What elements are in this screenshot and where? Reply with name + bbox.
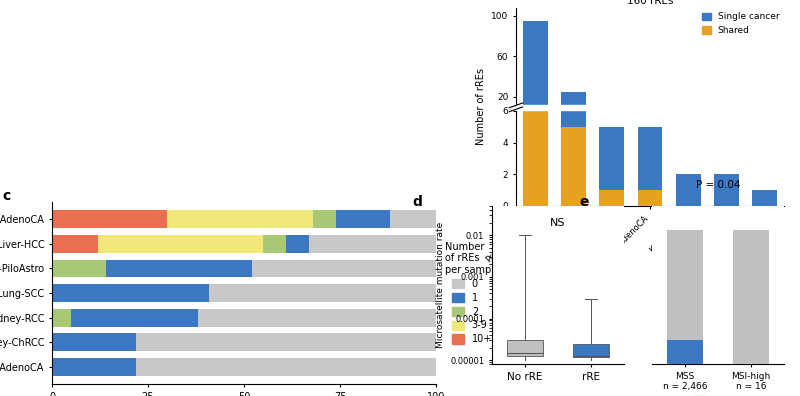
Bar xyxy=(106,259,252,277)
Text: d: d xyxy=(413,195,422,209)
Bar xyxy=(561,127,586,206)
Bar xyxy=(507,341,543,356)
Bar xyxy=(210,284,436,302)
Bar xyxy=(52,235,98,253)
Bar xyxy=(71,309,198,327)
Text: e: e xyxy=(579,195,589,209)
Text: c: c xyxy=(2,189,10,203)
Bar xyxy=(252,259,436,277)
Bar xyxy=(52,210,167,228)
Bar xyxy=(167,210,313,228)
Text: P = 0.04: P = 0.04 xyxy=(696,180,740,190)
Bar xyxy=(390,210,436,228)
Legend: 0, 1, 2, 3-9, 10+: 0, 1, 2, 3-9, 10+ xyxy=(445,242,500,345)
Bar xyxy=(313,210,336,228)
Bar xyxy=(638,190,662,206)
Title: Catalogue
rREs
160 rREs: Catalogue rREs 160 rREs xyxy=(623,0,677,6)
Bar xyxy=(599,190,624,206)
Bar xyxy=(310,235,436,253)
Bar xyxy=(52,309,71,327)
Y-axis label: Microsatellite mutation rate: Microsatellite mutation rate xyxy=(436,222,445,348)
Bar xyxy=(198,309,436,327)
Legend: No rRE, rRE: No rRE, rRE xyxy=(691,392,745,396)
Bar xyxy=(638,127,662,206)
Bar xyxy=(522,21,547,206)
Y-axis label: Number of rREs: Number of rREs xyxy=(475,69,486,145)
Bar xyxy=(573,344,609,357)
Bar xyxy=(522,111,547,206)
Bar xyxy=(137,358,436,376)
Bar xyxy=(263,235,286,253)
Bar xyxy=(52,259,106,277)
Bar xyxy=(753,190,778,206)
Bar xyxy=(98,235,263,253)
Bar xyxy=(137,333,436,351)
Text: NS: NS xyxy=(550,218,566,228)
Legend: Single cancer, Shared: Single cancer, Shared xyxy=(702,12,779,35)
Bar xyxy=(676,174,701,206)
Bar xyxy=(52,284,210,302)
Bar xyxy=(52,333,137,351)
Bar xyxy=(52,358,137,376)
Bar xyxy=(599,127,624,206)
Bar xyxy=(733,230,769,364)
Bar xyxy=(714,174,739,206)
Bar xyxy=(667,230,703,364)
Bar xyxy=(336,210,390,228)
Bar xyxy=(516,105,784,110)
Bar xyxy=(286,235,310,253)
Bar xyxy=(561,91,586,206)
Bar xyxy=(667,340,703,364)
